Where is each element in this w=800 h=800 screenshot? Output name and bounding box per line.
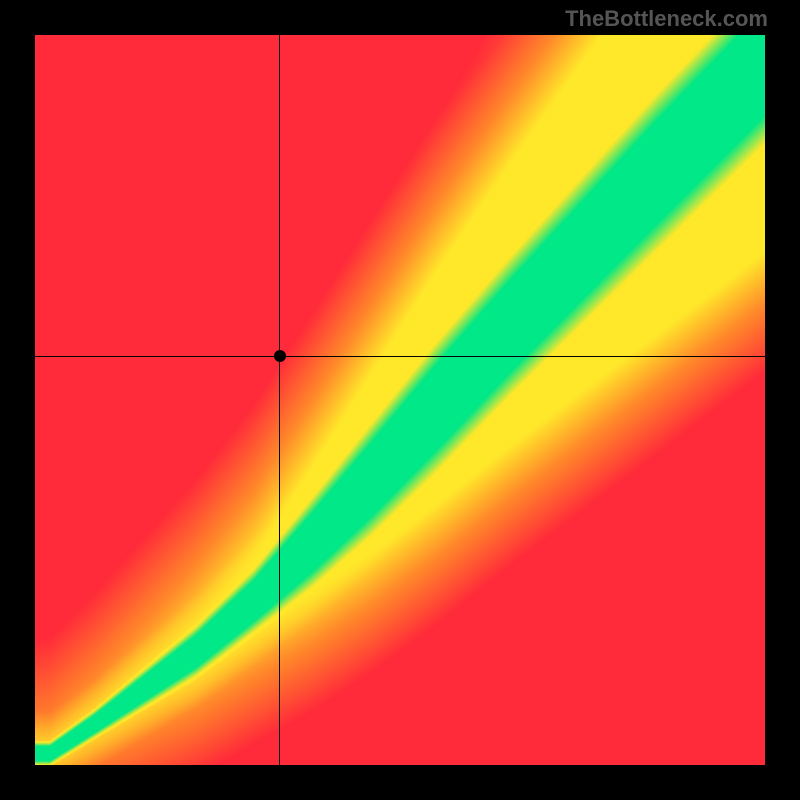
crosshair-vertical xyxy=(279,35,280,765)
crosshair-marker xyxy=(274,350,286,362)
watermark-text: TheBottleneck.com xyxy=(565,6,768,32)
plot-area xyxy=(35,35,765,765)
heatmap-canvas xyxy=(35,35,765,765)
crosshair-horizontal xyxy=(35,356,765,357)
